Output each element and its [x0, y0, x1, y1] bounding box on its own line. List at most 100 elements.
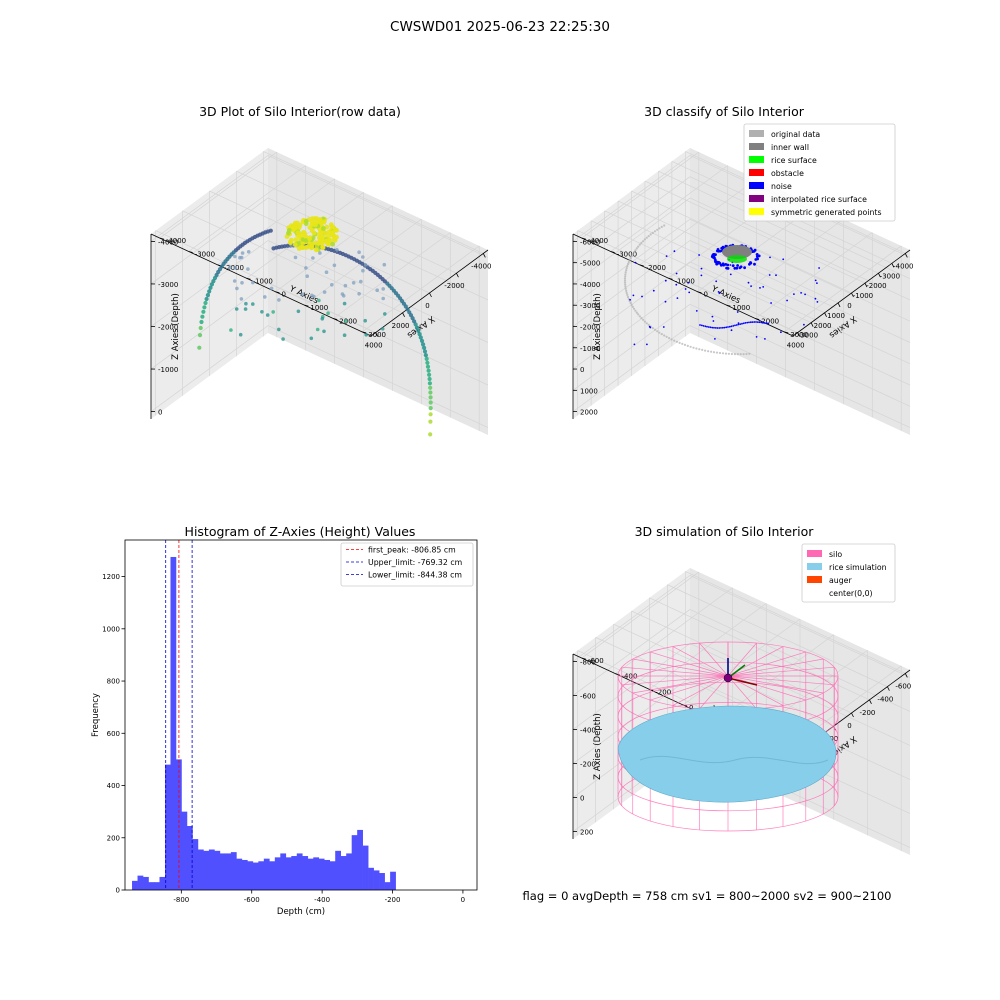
sim-silo-spoke	[621, 675, 729, 686]
cls-original-point	[624, 287, 627, 290]
sim-z-tick-label: -800	[580, 658, 596, 666]
cls-grid-z	[572, 240, 691, 327]
sim-rice	[617, 705, 837, 803]
cls-grid-z	[572, 155, 691, 242]
cls-noise-point	[741, 322, 743, 325]
hist-y-tick-label: 1200	[102, 573, 120, 581]
hist-legend-box	[340, 542, 474, 587]
cls-noise-point	[742, 322, 745, 325]
raw-point	[233, 266, 237, 270]
cls-noise-point	[648, 325, 651, 328]
raw-grid-y	[188, 165, 306, 252]
raw-point	[381, 287, 386, 291]
sim-grid-z	[689, 575, 911, 678]
cls-noise-point	[725, 326, 728, 329]
sim-y-tick-label: -600	[588, 657, 604, 665]
raw-point	[425, 364, 431, 369]
cls-noise-point	[750, 285, 752, 287]
cls-original-point	[651, 231, 654, 234]
sim-silo-spoke	[672, 646, 729, 677]
raw-grid-y	[333, 232, 451, 319]
raw-point	[271, 310, 276, 314]
cls-x-tick-label: 4000	[787, 342, 805, 350]
hist-bar	[373, 870, 380, 890]
hist-bar	[302, 856, 309, 890]
raw-point	[324, 238, 330, 244]
cls-x-tick-label: -2000	[866, 282, 886, 290]
sim-silo-spoke	[727, 658, 824, 677]
cls-original-point	[625, 267, 628, 270]
cls-original-point	[745, 352, 748, 356]
raw-point	[288, 240, 293, 246]
raw-point	[418, 335, 423, 340]
raw-point	[357, 292, 361, 296]
cls-noise-point	[700, 324, 703, 327]
cls-noise-point	[702, 325, 705, 327]
cls-original-point	[712, 351, 716, 354]
hist-bar	[324, 859, 331, 890]
cls-noise-point	[673, 250, 676, 253]
raw-point	[326, 311, 330, 316]
hist-bar	[351, 835, 358, 890]
cls-legend-swatch	[749, 182, 764, 189]
raw-point	[199, 319, 204, 325]
raw-point	[240, 251, 245, 255]
cls-original-point	[623, 281, 627, 284]
hist-bar	[164, 764, 171, 890]
sim-silo-spoke	[727, 675, 835, 686]
sim-z-tick-label: 200	[580, 829, 593, 837]
raw-points	[197, 216, 433, 437]
raw-point	[417, 332, 422, 337]
raw-point	[423, 353, 428, 358]
raw-x-tick	[456, 273, 459, 278]
cls-original-point	[625, 291, 628, 294]
cls-legend-swatch	[749, 130, 764, 137]
hist-bar	[280, 853, 287, 890]
raw-grid-x	[155, 230, 376, 333]
raw-point	[428, 412, 433, 417]
cls-original-point	[660, 225, 663, 228]
raw-point	[380, 327, 385, 331]
cls-original-point	[642, 240, 645, 243]
cls-noise-point	[688, 291, 691, 294]
cls-rice-surface	[727, 255, 747, 263]
cls-original-point	[656, 228, 659, 231]
raw-z-tick-label: 0	[158, 409, 162, 417]
raw-point	[427, 381, 432, 386]
raw-x-tick-label: 0	[425, 302, 429, 310]
raw-point	[364, 333, 369, 337]
cls-noise-point	[632, 294, 635, 297]
cls-legend-label: symmetric generated points	[771, 208, 882, 217]
cls-grid-x	[644, 180, 866, 284]
cls-noise-point	[793, 293, 795, 295]
cls-noise-point	[725, 266, 728, 270]
raw-point	[424, 356, 429, 361]
cls-grid-z	[689, 325, 911, 428]
raw-point	[332, 263, 337, 268]
raw-point	[269, 286, 274, 291]
raw-point	[321, 226, 326, 231]
sim-silo-spoke	[727, 666, 835, 677]
hist-y-tick-label: 0	[116, 887, 120, 895]
cls-noise-point	[662, 326, 665, 328]
raw-point	[305, 274, 310, 279]
cls-original-point	[626, 293, 629, 296]
cls-grid-x	[658, 170, 879, 274]
raw-point	[243, 307, 248, 311]
histogram-title: Histogram of Z-Axies (Height) Values	[185, 524, 416, 539]
raw-point	[244, 301, 248, 306]
cls-x-tick	[878, 273, 881, 278]
cls-noise-point	[737, 323, 740, 326]
hist-bar	[197, 849, 204, 890]
hist-y-tick-label: 400	[107, 782, 120, 790]
raw-point	[240, 281, 244, 285]
cls-noise-point	[724, 263, 728, 266]
sim-silo-spoke	[699, 642, 729, 677]
cls-original-point	[733, 353, 737, 356]
sim-legend-swatch	[807, 576, 822, 583]
raw-x-tick-label: -2000	[444, 282, 464, 290]
cls-grid-z	[689, 176, 911, 279]
raw-point	[329, 230, 335, 236]
hist-bar	[132, 880, 138, 890]
cls-noise-point	[633, 343, 636, 346]
